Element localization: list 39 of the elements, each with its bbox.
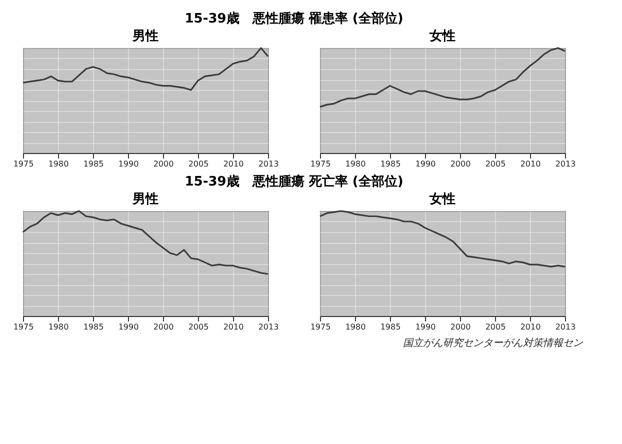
x-tick-label: 2013 xyxy=(258,322,279,332)
x-tick-label: 2013 xyxy=(555,160,576,168)
x-tick-label: 1985 xyxy=(83,322,104,332)
x-tick-label: 2000 xyxy=(450,160,471,168)
x-tick-label: 1990 xyxy=(415,322,436,332)
x-tick-label: 1990 xyxy=(118,322,139,332)
chart-title: 15-39歳 悪性腫瘍 罹患率 (全部位) xyxy=(184,10,404,27)
x-tick-label: 2005 xyxy=(188,322,209,332)
x-tick-label: 1975 xyxy=(310,160,331,168)
x-tick-label: 1980 xyxy=(48,160,69,168)
x-tick-label: 1990 xyxy=(415,160,436,168)
x-tick-label: 1985 xyxy=(380,322,401,332)
chart-title: 女性 xyxy=(428,192,456,208)
x-tick-label: 2010 xyxy=(223,160,244,168)
x-tick-label: 1980 xyxy=(345,322,366,332)
x-tick-label: 1975 xyxy=(310,322,331,332)
x-tick-label: 2000 xyxy=(153,322,174,332)
chart-title: 15-39歳 悪性腫瘍 死亡率 (全部位) xyxy=(184,174,404,190)
x-tick-label: 2000 xyxy=(153,160,174,168)
x-tick-label: 2013 xyxy=(555,322,576,332)
x-tick-label: 2010 xyxy=(520,322,541,332)
x-tick-label: 1985 xyxy=(380,160,401,168)
text: 国立がん研究センターがん対策情報セン xyxy=(403,337,584,349)
x-tick-label: 1980 xyxy=(345,160,366,168)
chart-subtitle: 男性 xyxy=(132,29,158,44)
x-tick-label: 2000 xyxy=(450,322,471,332)
x-tick-label: 2005 xyxy=(485,160,506,168)
x-tick-label: 1990 xyxy=(118,160,139,168)
x-tick-label: 2010 xyxy=(520,160,541,168)
x-tick-label: 2005 xyxy=(188,160,209,168)
x-tick-label: 2013 xyxy=(258,160,279,168)
x-tick-label: 1975 xyxy=(13,160,34,168)
x-tick-label: 1985 xyxy=(83,160,104,168)
x-tick-label: 2010 xyxy=(223,322,244,332)
chart-subtitle: 男性 xyxy=(132,192,158,208)
x-tick-label: 1980 xyxy=(48,322,69,332)
x-tick-label: 2005 xyxy=(485,322,506,332)
x-tick-label: 1975 xyxy=(13,322,34,332)
chart-title: 女性 xyxy=(428,29,456,44)
